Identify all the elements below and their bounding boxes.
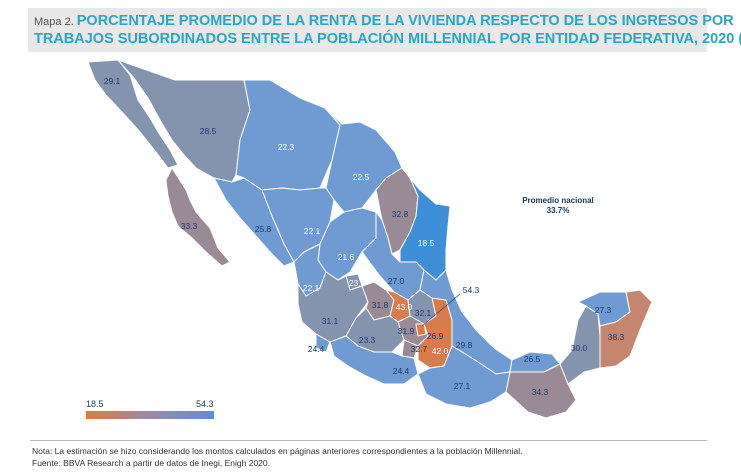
value-tlax: 29.8: [456, 340, 473, 350]
title-line-1: Mapa 2. PORCENTAJE PROMEDIO DE LA RENTA D…: [34, 12, 734, 31]
national-average: Promedio nacional 33.7%: [505, 196, 611, 216]
state-chis[interactable]: [505, 363, 577, 419]
footnote: Nota: La estimación se hizo considerando…: [32, 446, 523, 456]
state-col[interactable]: [315, 333, 331, 353]
national-average-label: Promedio nacional: [522, 196, 594, 205]
value-col: 24.4: [308, 344, 325, 354]
state-oax[interactable]: [417, 345, 511, 409]
value-qro: 43.0: [396, 302, 413, 312]
legend-max-value: 54.3: [196, 399, 214, 409]
value-bcs: 33.3: [181, 221, 198, 231]
value-nl: 32.8: [392, 209, 409, 219]
legend-min-value: 18.5: [86, 399, 104, 409]
value-qroo: 38.3: [608, 332, 625, 342]
title-text-1: PORCENTAJE PROMEDIO DE LA RENTA DE LA VI…: [76, 13, 734, 29]
value-gro: 23.3: [359, 335, 376, 345]
footer-divider: [30, 440, 707, 441]
value-jal: 31.1: [322, 316, 339, 326]
value-chih: 22.3: [278, 142, 295, 152]
value-hgo: 32.1: [415, 308, 432, 318]
title-line-2: TRABAJOS SUBORDINADOS ENTRE LA POBLACIÓN…: [34, 31, 741, 47]
value-slp: 27.0: [388, 276, 405, 286]
value-ags: 23.6: [349, 278, 366, 288]
value-gto: 31.8: [372, 300, 389, 310]
national-average-value: 33.7%: [546, 206, 570, 215]
value-oax: 24.4: [393, 366, 410, 376]
state-bc[interactable]: [87, 59, 179, 169]
value-cdmx: 54.3: [463, 285, 480, 295]
value-pue: 42.0: [432, 346, 449, 356]
value-tamps: 18.5: [418, 238, 435, 248]
value-tab: 26.5: [524, 354, 541, 364]
legend-color-scale: [86, 411, 214, 419]
value-ver: 27.1: [454, 381, 471, 391]
value-son: 28.5: [200, 126, 217, 136]
title-bar: Mapa 2. PORCENTAJE PROMEDIO DE LA RENTA D…: [28, 8, 741, 52]
state-gro[interactable]: [329, 335, 419, 385]
state-bcs[interactable]: [165, 167, 231, 267]
state-chih[interactable]: [235, 79, 341, 191]
state-qroo[interactable]: [599, 289, 653, 369]
map-number-label: Mapa 2.: [34, 16, 74, 28]
value-yuc: 27.3: [595, 305, 612, 315]
state-cdmx[interactable]: [415, 323, 427, 337]
source-note: Fuente: BBVA Research a partir de datos …: [32, 458, 270, 468]
value-chis: 34.3: [532, 387, 549, 397]
value-sin: 25.8: [255, 224, 272, 234]
value-mex: 26.9: [427, 331, 444, 341]
cdmx-leader-line: [421, 293, 461, 327]
value-mich: 31.9: [398, 326, 415, 336]
value-camp: 30.0: [571, 343, 588, 353]
value-nay: 22.1: [303, 283, 320, 293]
value-dgo: 22.1: [304, 226, 321, 236]
value-coah: 22.5: [353, 172, 370, 182]
value-zac: 21.6: [338, 252, 355, 262]
state-camp[interactable]: [559, 305, 601, 385]
value-bc: 29.1: [104, 76, 121, 86]
value-mor: 32.7: [411, 344, 428, 354]
